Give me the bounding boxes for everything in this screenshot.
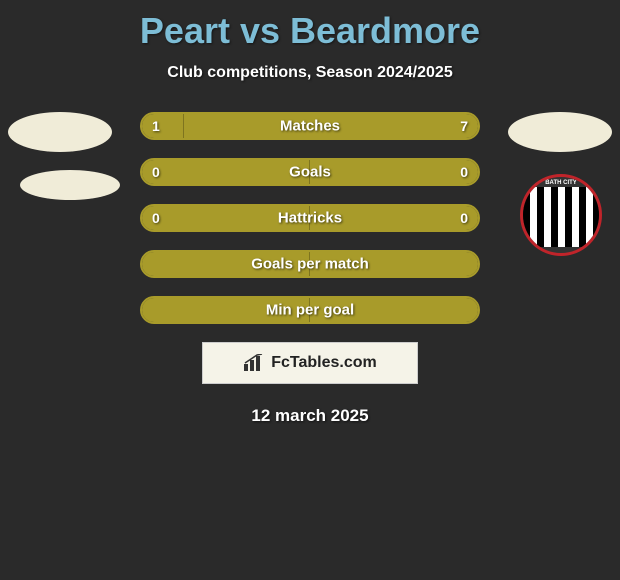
- stat-label: Goals per match: [251, 256, 369, 273]
- stat-value-left: 0: [152, 164, 160, 180]
- right-club-logo: BATH CITY: [520, 174, 602, 256]
- stat-row: Goals 0 0: [140, 158, 480, 186]
- stat-value-right: 0: [460, 210, 468, 226]
- date-text: 12 march 2025: [0, 406, 620, 426]
- stat-label: Goals: [289, 164, 331, 181]
- stat-row: Min per goal: [140, 296, 480, 324]
- stat-fill-right: [310, 160, 478, 184]
- stat-label: Hattricks: [278, 210, 342, 227]
- stat-row: Matches 1 7: [140, 112, 480, 140]
- comparison-area: BATH CITY Matches17Goals00Hattricks00Goa…: [0, 112, 620, 324]
- page-title: Peart vs Beardmore: [0, 0, 620, 52]
- stat-value-right: 0: [460, 164, 468, 180]
- footer-brand-text: FcTables.com: [271, 354, 377, 372]
- stat-label: Min per goal: [266, 302, 354, 319]
- stat-fill-left: [142, 160, 310, 184]
- stat-value-right: 7: [460, 118, 468, 134]
- stat-value-left: 0: [152, 210, 160, 226]
- club-logo-text: BATH CITY: [523, 180, 599, 186]
- stat-row: Hattricks 0 0: [140, 204, 480, 232]
- chart-icon: [243, 354, 265, 372]
- stat-label: Matches: [280, 118, 340, 135]
- left-club-avatar: [20, 170, 120, 200]
- stat-value-left: 1: [152, 118, 160, 134]
- subtitle: Club competitions, Season 2024/2025: [0, 64, 620, 82]
- right-player-avatar: [508, 112, 612, 152]
- footer-brand-badge: FcTables.com: [202, 342, 418, 384]
- stat-rows: Matches 1 7 Goals 0 0 Hattricks 0 0 Goals per mat…: [140, 112, 480, 324]
- left-player-avatar: [8, 112, 112, 152]
- stat-row: Goals per match: [140, 250, 480, 278]
- stat-fill-left: [142, 114, 184, 138]
